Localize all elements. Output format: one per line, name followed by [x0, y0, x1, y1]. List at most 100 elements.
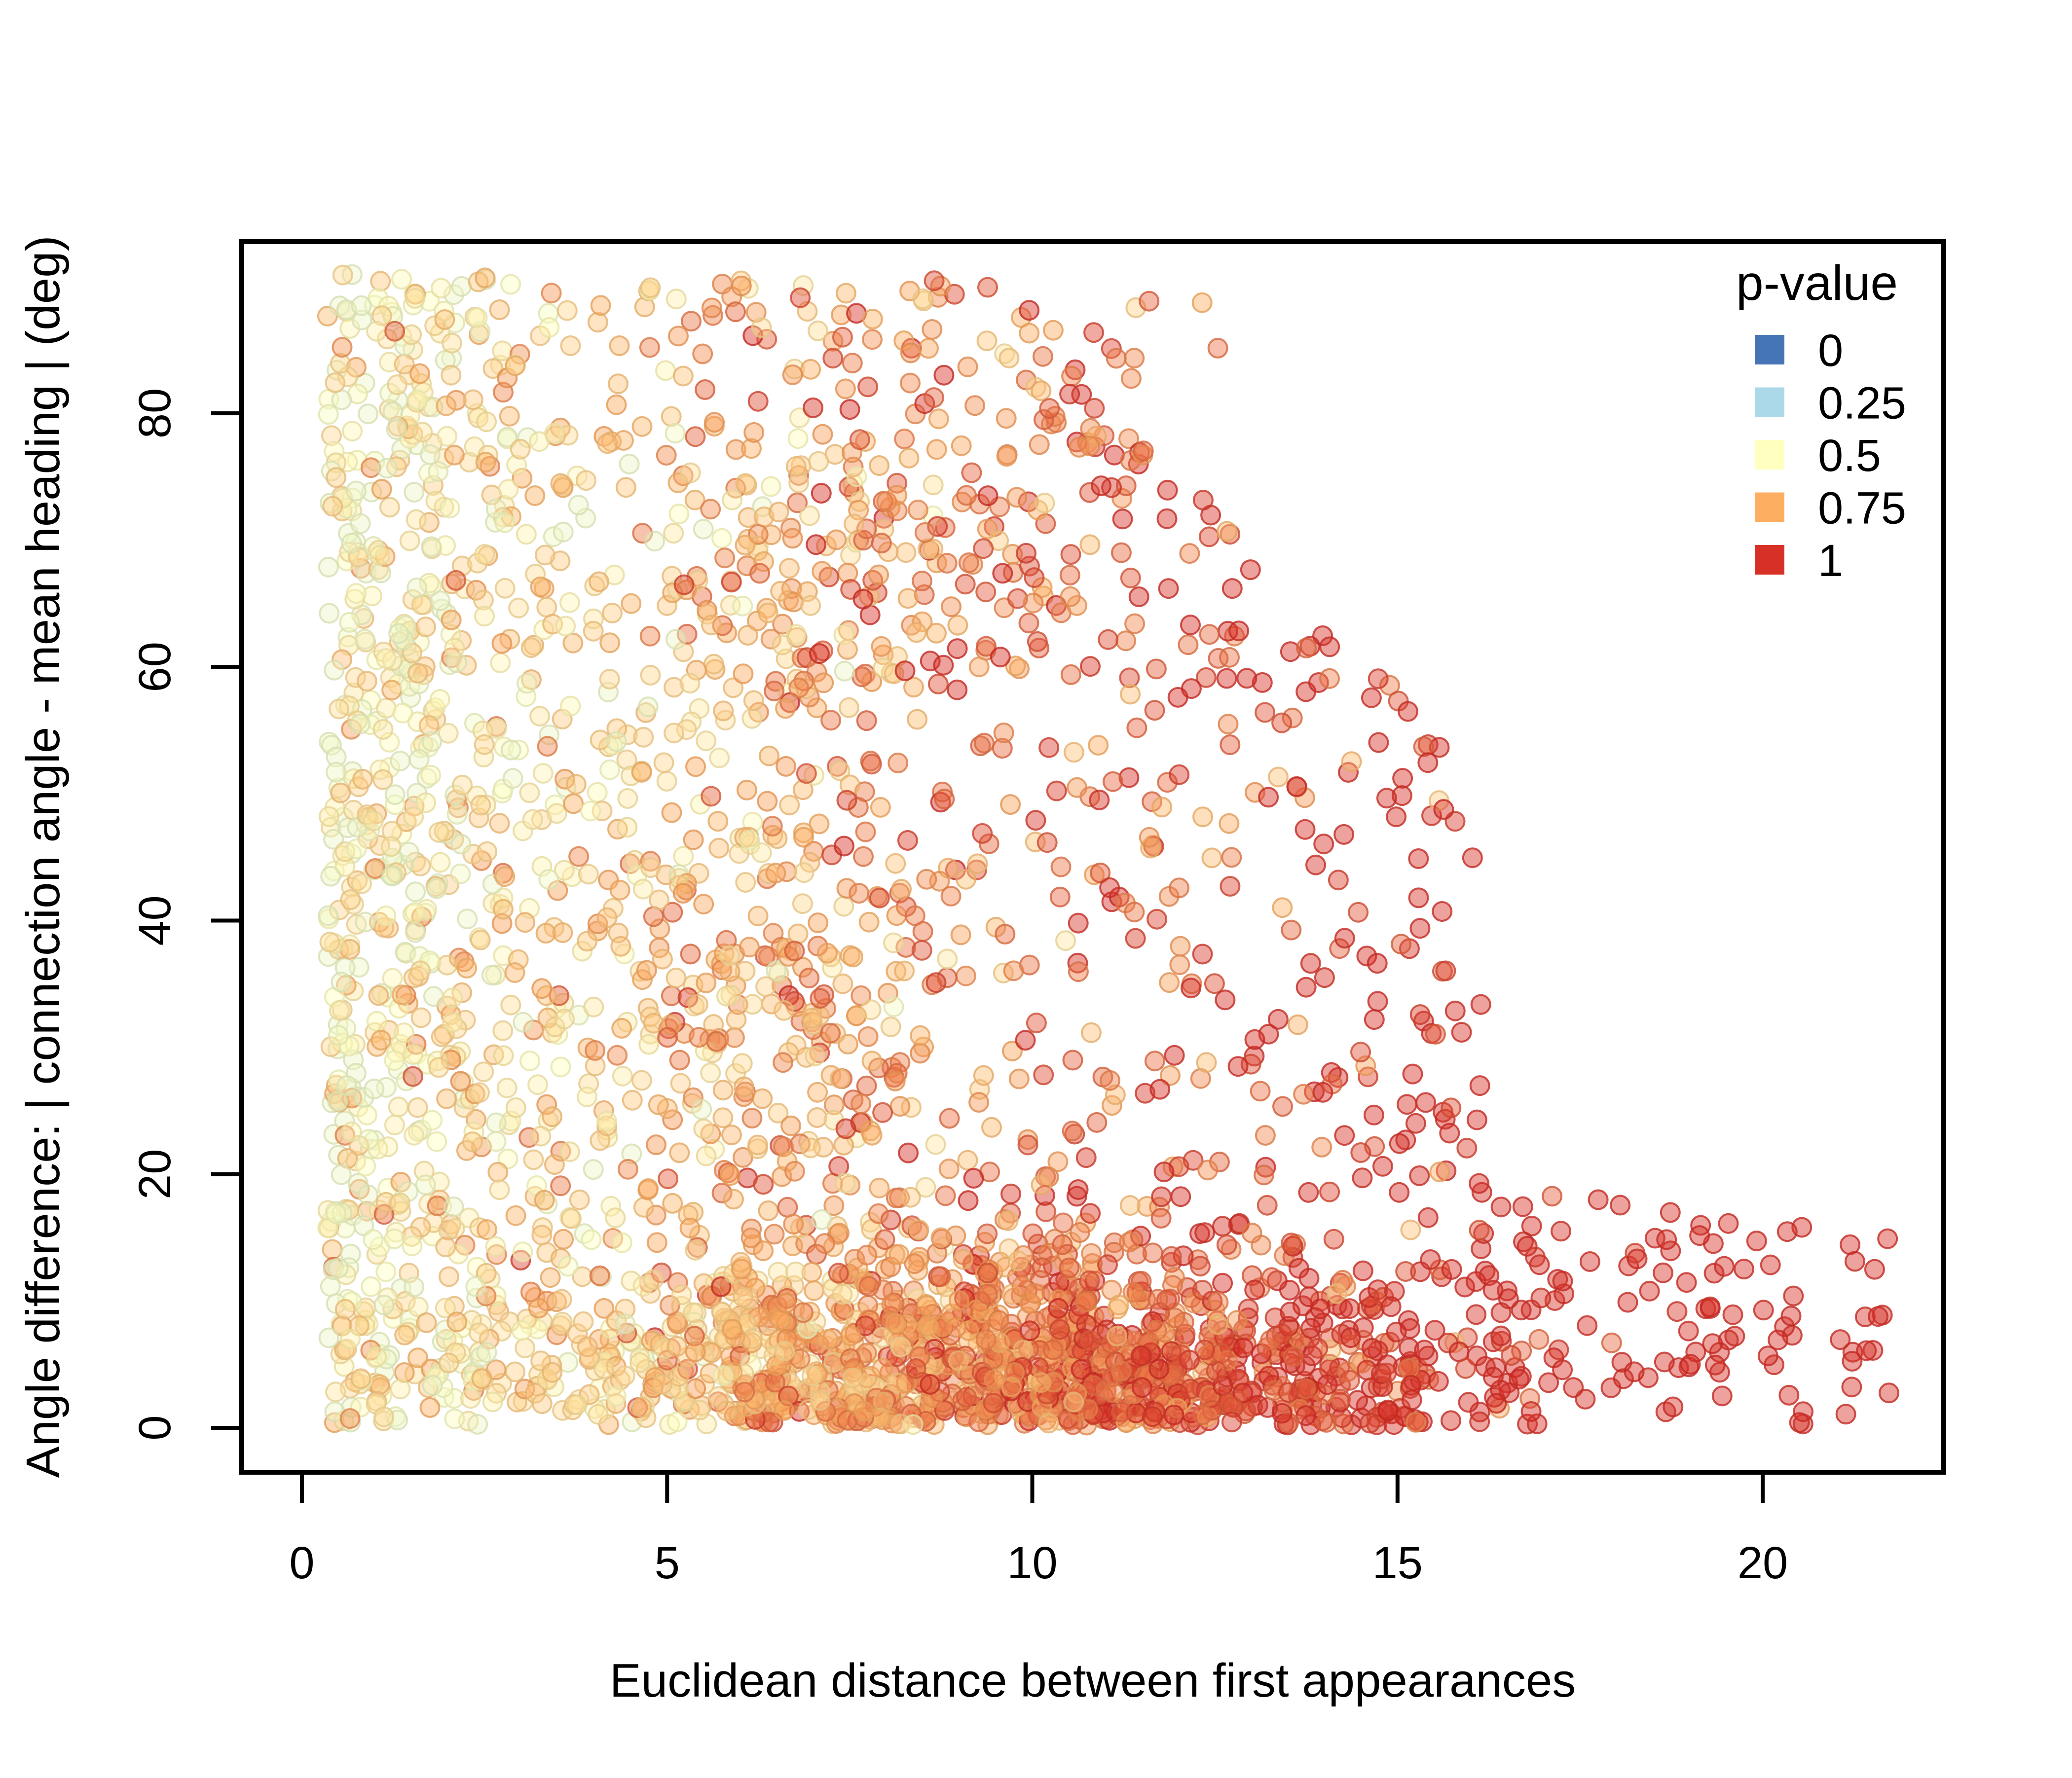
scatter-point: [666, 967, 687, 988]
y-tick-label: 20: [130, 1149, 180, 1199]
scatter-point: [465, 1276, 486, 1297]
scatter-point: [646, 1134, 666, 1156]
scatter-point: [1295, 1405, 1317, 1426]
scatter-point: [968, 1092, 990, 1113]
scatter-point: [871, 636, 892, 657]
scatter-point: [1019, 555, 1040, 577]
scatter-point: [424, 315, 445, 336]
scatter-point: [757, 602, 778, 623]
scatter-point: [1357, 1360, 1377, 1380]
scatter-point: [1086, 1112, 1108, 1133]
scatter-point: [833, 1134, 854, 1156]
x-axis-title: Euclidean distance between first appeara…: [610, 1654, 1576, 1707]
scatter-point: [726, 1009, 747, 1030]
scatter-point: [1466, 1304, 1487, 1325]
scatter-point: [1356, 945, 1377, 967]
scatter-point: [1012, 1340, 1034, 1361]
scatter-point: [1144, 700, 1165, 721]
scatter-point: [358, 403, 379, 425]
scatter-point: [415, 1174, 436, 1196]
scatter-point: [840, 1325, 861, 1346]
scatter-point: [649, 889, 669, 910]
scatter-point: [1517, 1235, 1538, 1257]
scatter-point: [402, 1235, 423, 1257]
scatter-point: [1456, 1137, 1478, 1159]
scatter-point: [1398, 701, 1418, 722]
scatter-point: [1111, 1402, 1132, 1423]
scatter-point: [993, 723, 1014, 743]
scatter-point: [562, 632, 584, 653]
scatter-point: [485, 1236, 506, 1257]
scatter-point: [911, 940, 932, 961]
scatter-point: [947, 679, 968, 700]
scatter-point: [1110, 542, 1132, 563]
scatter-point: [683, 1302, 704, 1323]
scatter-point: [663, 523, 684, 544]
scatter-point: [1161, 1246, 1182, 1267]
scatter-point: [576, 470, 596, 491]
scatter-point: [1106, 348, 1127, 369]
scatter-point: [799, 505, 820, 526]
scatter-point: [1711, 1385, 1733, 1407]
scatter-point: [482, 873, 503, 895]
scatter-point: [629, 1352, 650, 1373]
scatter-point: [1215, 989, 1236, 1011]
scatter-point: [707, 811, 729, 832]
scatter-point: [407, 1347, 428, 1369]
scatter-point: [1079, 435, 1101, 457]
scatter-point: [1049, 1319, 1070, 1340]
scatter-point: [1164, 1267, 1185, 1288]
scatter-point: [861, 1125, 883, 1146]
scatter-point: [734, 1381, 755, 1403]
scatter-point: [499, 405, 520, 427]
scatter-point: [691, 1099, 712, 1120]
scatter-point: [444, 444, 465, 466]
scatter-point: [605, 1207, 626, 1229]
scatter-point: [445, 390, 467, 411]
legend-entries: 00.250.50.751: [1755, 326, 1906, 586]
scatter-point: [432, 1331, 453, 1352]
scatter-point: [823, 1094, 845, 1116]
scatter-point: [1091, 475, 1111, 496]
scatter-point: [1157, 479, 1178, 501]
scatter-point: [868, 564, 889, 585]
scatter-point: [1216, 1234, 1237, 1255]
scatter-point: [894, 660, 916, 682]
y-axis-title: Angle difference: | connection angle - m…: [17, 235, 70, 1478]
scatter-point: [924, 270, 945, 291]
scatter-point: [1295, 977, 1317, 998]
scatter-point: [505, 355, 526, 376]
scatter-point: [1147, 908, 1168, 930]
scatter-point: [456, 958, 478, 979]
scatter-point: [1179, 543, 1200, 564]
scatter-point: [804, 764, 824, 786]
scatter-point: [319, 603, 340, 624]
scatter-point: [640, 277, 661, 298]
scatter-point: [662, 582, 683, 603]
scatter-point: [475, 452, 496, 473]
scatter-point: [382, 968, 403, 989]
scatter-point: [1856, 1340, 1877, 1361]
scatter-point: [813, 672, 834, 693]
scatter-point: [407, 1097, 428, 1118]
scatter-point: [325, 1381, 346, 1403]
scatter-point: [1083, 1375, 1104, 1396]
scatter-point: [693, 894, 714, 915]
scatter-point: [808, 451, 829, 472]
scatter-point: [494, 512, 515, 533]
scatter-point: [1278, 1382, 1299, 1403]
scatter-point: [326, 467, 347, 488]
scatter-point: [1392, 768, 1413, 789]
scatter-point: [540, 1267, 561, 1288]
scatter-point: [835, 1118, 856, 1139]
scatter-point: [1005, 655, 1026, 677]
scatter-point: [597, 433, 618, 454]
scatter-point: [981, 1117, 1002, 1138]
scatter-point: [831, 304, 852, 326]
scatter-point: [415, 792, 436, 813]
scatter-point: [441, 609, 462, 630]
scatter-point: [361, 1276, 381, 1297]
scatter-point: [680, 943, 701, 965]
scatter-point: [772, 634, 793, 655]
scatter-point: [758, 863, 779, 884]
